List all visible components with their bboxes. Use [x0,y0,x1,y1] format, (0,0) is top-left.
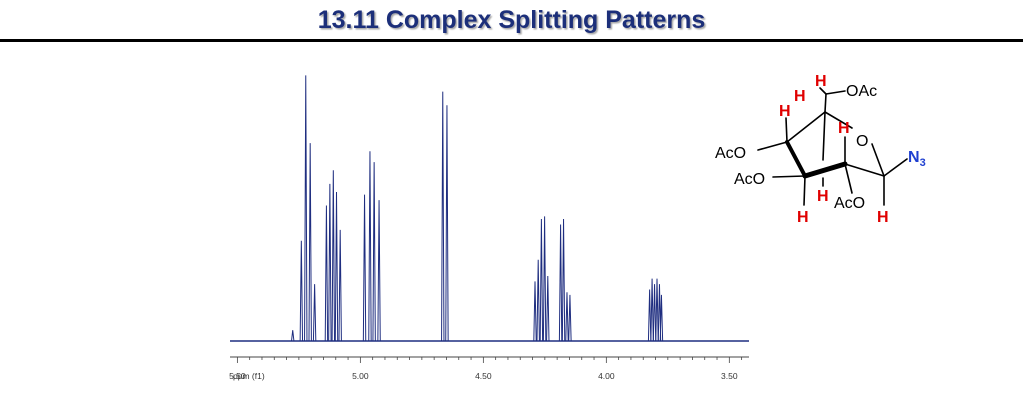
bond-c4-c3-wedge [785,140,807,178]
spectrum-peaks [291,75,664,342]
bond-c2-oac [844,163,853,194]
h-c1: H [877,209,889,226]
azide-n: N3 [908,149,926,169]
spectrum-peak [334,191,339,342]
slide-title: 13.11 Complex Splitting Patterns [317,6,706,34]
oac-label-c4: AcO [715,145,746,162]
spectrum-peak [561,219,566,342]
x-axis-ticks: 5.50 5.00 4.50 4.00 3.50 [229,357,743,381]
bond-c4-c5 [786,111,826,143]
oac-label-top: OAc [846,83,877,100]
spectrum-peak [312,284,317,342]
bond-c6-oac [825,90,846,95]
x-tick-label: 3.50 [721,371,738,381]
spectrum-peak [539,219,544,342]
spectrum-peak [568,294,572,342]
bond-c3-oac [772,175,806,178]
spectrum-peak [650,278,654,342]
spectrum-peak [659,294,664,342]
spectrum-peak [536,259,540,342]
x-axis-label: ppm (f1) [233,371,265,381]
ring-oxygen: O [856,133,868,150]
h-top-right: H [815,73,827,90]
x-tick-label: 5.50 [229,371,246,381]
bond-c1-n3 [883,158,908,177]
bond-o-c1 [871,143,885,177]
spectrum-peak [558,224,563,342]
spectrum-peak [368,151,372,342]
spectrum-peak [299,240,304,342]
bond-c3-h [803,175,806,206]
spectrum-peak [565,292,569,342]
x-tick-label: 5.00 [352,371,369,381]
h-top-left: H [794,88,806,105]
h-c3: H [797,209,809,226]
oac-label-c3: AcO [734,171,765,188]
bond-c5-axial [822,111,826,161]
spectrum-peak [546,275,550,342]
spectrum-peak [441,91,445,342]
bond-c2-c1 [844,163,885,177]
spectrum-peak [324,205,329,342]
spectrum-peak [647,289,652,342]
spectrum-peak [655,278,659,342]
spectrum-peak [377,200,381,342]
x-tick-label: 4.00 [598,371,615,381]
spectrum-peak [372,162,376,342]
spectrum-peak [291,330,295,342]
h-c4: H [779,103,791,120]
spectrum-peak [331,170,336,342]
bond-c6-h [819,87,827,95]
spectrum-peak [338,229,342,342]
bond-c5-c6 [824,93,827,113]
spectrum-peak [542,216,547,342]
bond-c3-c2-front [802,161,848,179]
oac-label-c2: AcO [834,195,865,212]
spectrum-peak [652,284,657,342]
h-inner: H [817,188,829,205]
bond-c5-o [824,111,853,129]
spectrum-peak [445,105,449,342]
spectrum-peak [308,143,312,342]
spectrum-peak [533,281,537,342]
spectrum-peak [304,75,308,342]
h-c2-upper: H [838,120,850,137]
bond-c4-h [785,117,788,143]
title-divider [0,39,1023,42]
spectrum-peak [328,183,332,342]
bond-c4-oac [757,141,788,151]
x-tick-label: 4.50 [475,371,492,381]
spectrum-peak [362,194,367,342]
